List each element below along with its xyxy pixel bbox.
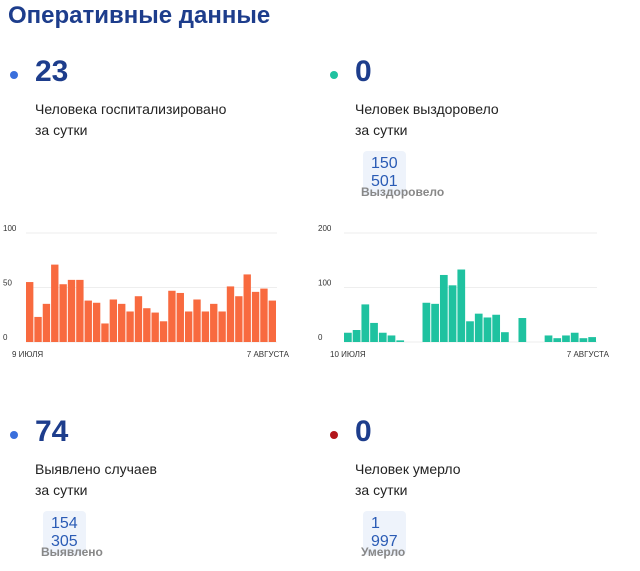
y-tick-label: 50 xyxy=(3,279,12,288)
stat-desc: Человек выздоровело за сутки xyxy=(355,99,595,141)
dot-icon xyxy=(10,431,18,439)
bar xyxy=(544,335,553,342)
bar xyxy=(109,299,118,342)
x-end-label: 7 АВГУСТА xyxy=(247,350,290,359)
bar xyxy=(501,332,509,342)
bar xyxy=(159,321,168,342)
bar xyxy=(396,340,405,342)
desc-line: Человека госпитализировано xyxy=(35,101,227,117)
bar xyxy=(226,286,235,342)
bar xyxy=(118,303,126,342)
bar xyxy=(34,316,42,342)
bar xyxy=(492,314,501,342)
x-end-label: 7 АВГУСТА xyxy=(567,350,610,359)
stat-value: 0 xyxy=(355,415,372,448)
total-badge: 1 997 xyxy=(363,511,406,555)
bar xyxy=(235,296,243,342)
stat-desc: Выявлено случаев за сутки xyxy=(35,459,275,501)
stat-value: 23 xyxy=(35,55,69,88)
bar xyxy=(361,304,370,342)
hospitalized-chart: 0 50 100 9 ИЮЛЯ 7 АВГУСТА xyxy=(3,224,290,359)
desc-line: за сутки xyxy=(355,122,408,138)
recovered-chart: 0 100 200 10 ИЮЛЯ 7 АВГУСТА xyxy=(318,224,610,359)
desc-line: за сутки xyxy=(355,482,408,498)
page-title: Оперативные данные xyxy=(8,2,271,29)
bar xyxy=(251,291,260,342)
bar xyxy=(51,264,59,342)
y-tick-label: 200 xyxy=(318,224,332,233)
bar xyxy=(588,337,596,342)
dot-icon xyxy=(330,71,338,79)
y-tick-label: 0 xyxy=(318,333,323,342)
stat-value: 0 xyxy=(355,55,372,88)
bar xyxy=(378,332,387,342)
bar xyxy=(448,285,457,342)
bar xyxy=(518,318,527,342)
desc-line: Человек выздоровело xyxy=(355,101,499,117)
bar xyxy=(67,279,76,342)
bar xyxy=(387,335,396,342)
desc-line: Выявлено случаев xyxy=(35,461,157,477)
bar xyxy=(344,332,352,342)
x-start-label: 10 ИЮЛЯ xyxy=(330,350,366,359)
bar xyxy=(579,338,588,342)
bar xyxy=(570,332,579,342)
bar xyxy=(92,302,101,342)
bar xyxy=(151,312,159,342)
stat-value: 74 xyxy=(35,415,69,448)
total-label: Выявлено xyxy=(41,545,103,559)
bar xyxy=(101,323,109,342)
total-badge: 150 501 xyxy=(363,151,406,195)
y-tick-label: 100 xyxy=(3,224,17,233)
desc-line: Человек умерло xyxy=(355,461,461,477)
bar xyxy=(42,303,51,342)
bar xyxy=(168,290,176,342)
desc-line: за сутки xyxy=(35,482,88,498)
bar xyxy=(201,311,210,342)
bar xyxy=(422,302,431,342)
bar xyxy=(176,292,184,342)
desc-line: за сутки xyxy=(35,122,88,138)
bar xyxy=(562,335,570,342)
total-label: Выздоровело xyxy=(361,185,445,199)
bar xyxy=(352,330,361,342)
bar xyxy=(59,284,67,342)
bar xyxy=(184,311,193,342)
bar xyxy=(84,300,92,342)
y-tick-label: 0 xyxy=(3,333,8,342)
bar xyxy=(474,313,483,342)
total-label: Умерло xyxy=(361,545,406,559)
bar xyxy=(260,288,268,342)
bar xyxy=(243,274,251,342)
bar xyxy=(26,282,34,342)
bar xyxy=(439,274,448,342)
stat-desc: Человек умерло за сутки xyxy=(355,459,595,501)
bar xyxy=(431,303,439,342)
bar xyxy=(134,296,143,342)
bar xyxy=(370,322,378,342)
y-tick-label: 100 xyxy=(318,279,332,288)
total-badge: 154 305 xyxy=(43,511,86,555)
bar xyxy=(126,311,134,342)
bar xyxy=(466,321,474,342)
bar xyxy=(218,311,226,342)
bar xyxy=(457,269,466,342)
bar xyxy=(143,308,151,342)
dot-icon xyxy=(10,71,18,79)
bar xyxy=(268,300,276,342)
bar xyxy=(483,317,492,342)
bar xyxy=(553,338,562,342)
dot-icon xyxy=(330,431,338,439)
bar xyxy=(76,279,84,342)
stat-desc: Человека госпитализировано за сутки xyxy=(35,99,275,141)
bar xyxy=(193,299,201,342)
x-start-label: 9 ИЮЛЯ xyxy=(12,350,43,359)
bar xyxy=(210,303,218,342)
